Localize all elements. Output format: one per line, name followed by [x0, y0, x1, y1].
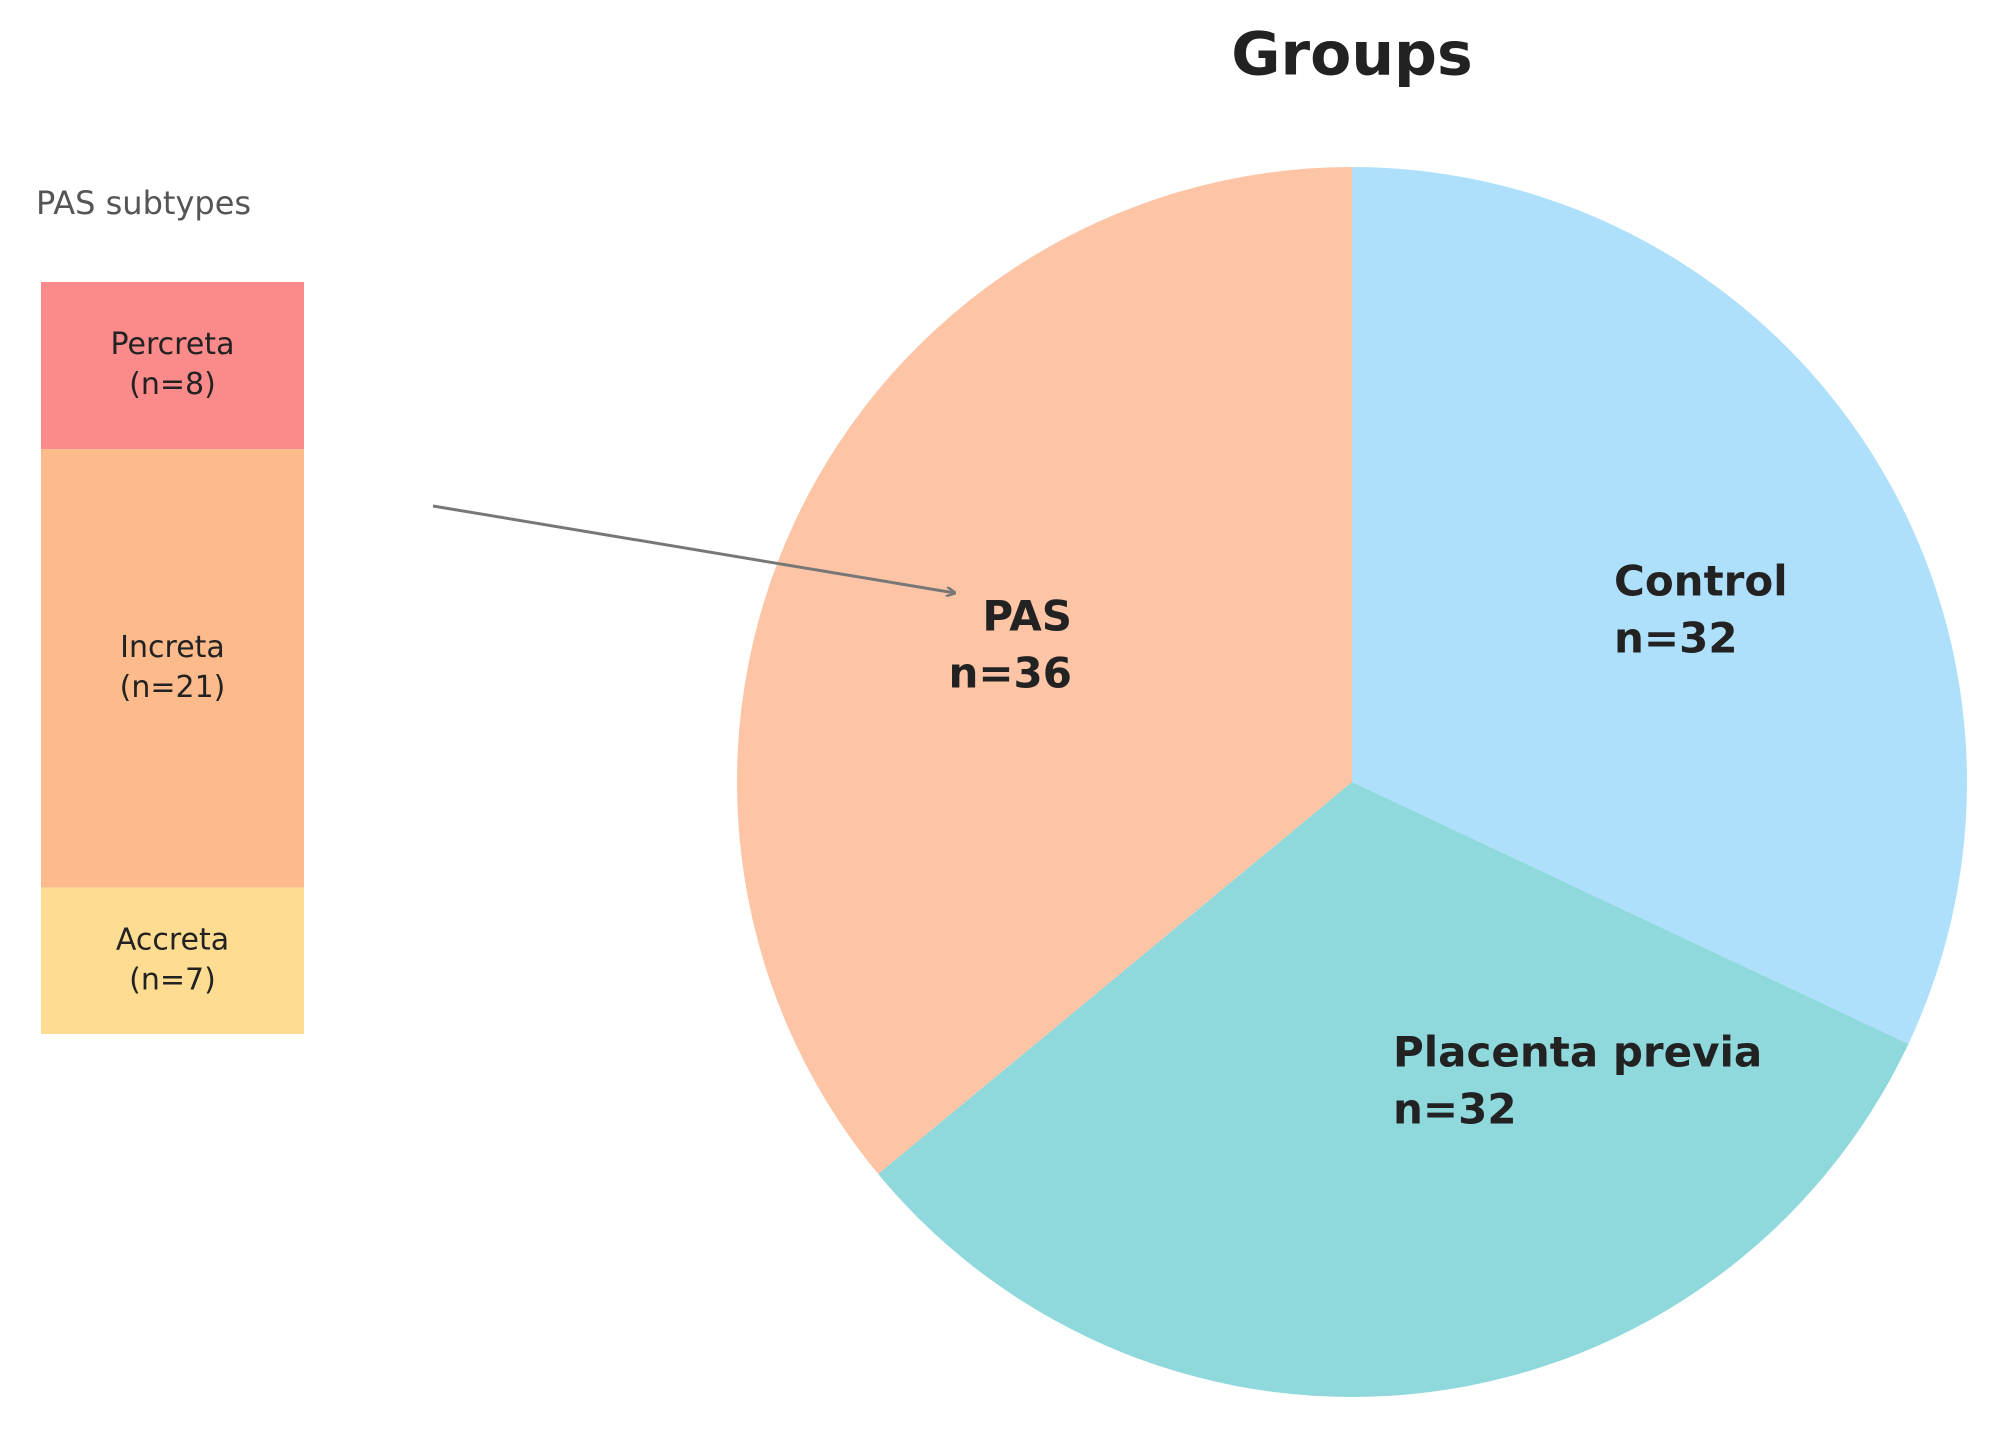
- slice-value-label: n=36: [948, 649, 1072, 698]
- bar-title: PAS subtypes: [36, 184, 251, 222]
- slice-value-label: n=32: [1393, 1085, 1517, 1134]
- pie-chart: Control n=32 Placenta previa n=32 PAS n=36: [737, 167, 1967, 1397]
- bar-segment: [41, 282, 304, 450]
- pie-slice: [737, 167, 1352, 1175]
- slice-value-label: n=32: [1614, 614, 1738, 663]
- slice-label: Control: [1614, 557, 1788, 606]
- bar-segment: [41, 449, 304, 888]
- segment-value-label: (n=8): [129, 367, 216, 402]
- pie-slice: [1352, 167, 1967, 1044]
- arrow: [432, 504, 955, 593]
- subtype-bar: Percreta (n=8) Increta (n=21) Accreta (n=7): [41, 282, 304, 1034]
- slice-label: PAS: [982, 592, 1072, 641]
- segment-label: Accreta: [116, 922, 229, 957]
- segment-label: Increta: [120, 630, 225, 665]
- slice-label: Placenta previa: [1393, 1028, 1762, 1077]
- segment-value-label: (n=21): [120, 670, 226, 705]
- bar-segment: [41, 887, 304, 1034]
- segment-value-label: (n=7): [129, 962, 216, 997]
- pie-title: Groups: [1231, 20, 1472, 90]
- segment-label: Percreta: [111, 327, 235, 362]
- pie-slice: [878, 782, 1909, 1397]
